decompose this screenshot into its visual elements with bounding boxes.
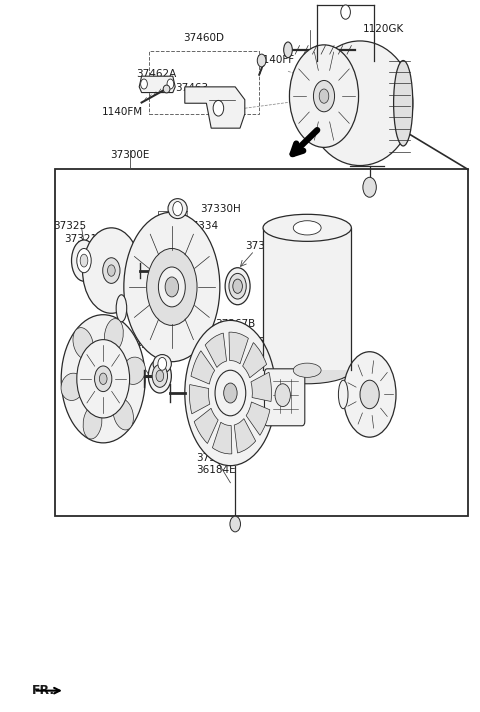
Ellipse shape (168, 199, 187, 219)
Ellipse shape (293, 363, 321, 377)
Ellipse shape (163, 85, 170, 93)
Circle shape (173, 201, 182, 216)
Ellipse shape (124, 212, 220, 362)
Circle shape (230, 516, 240, 532)
Text: 37334: 37334 (185, 221, 218, 231)
Ellipse shape (80, 254, 88, 267)
Text: 37330H: 37330H (201, 204, 241, 214)
Wedge shape (242, 342, 266, 378)
Wedge shape (246, 402, 270, 435)
Text: 36184E: 36184E (196, 465, 236, 475)
Wedge shape (251, 372, 271, 402)
Ellipse shape (147, 248, 197, 325)
Text: 37367B: 37367B (215, 319, 255, 329)
FancyBboxPatch shape (264, 369, 305, 426)
Circle shape (95, 366, 112, 392)
Wedge shape (213, 422, 232, 454)
Ellipse shape (307, 41, 413, 165)
Circle shape (167, 79, 174, 89)
Circle shape (313, 80, 335, 112)
Circle shape (233, 279, 242, 293)
Ellipse shape (61, 373, 84, 400)
Ellipse shape (122, 357, 145, 384)
Text: 37321A: 37321A (64, 234, 104, 244)
Text: 1140FM: 1140FM (102, 107, 143, 117)
Ellipse shape (83, 406, 102, 439)
Circle shape (141, 79, 147, 89)
Circle shape (225, 268, 250, 305)
Text: 37370B: 37370B (225, 337, 265, 347)
Ellipse shape (293, 221, 321, 235)
Ellipse shape (77, 248, 91, 273)
Text: 1120GK: 1120GK (362, 24, 404, 34)
Polygon shape (185, 87, 245, 128)
Circle shape (319, 89, 329, 103)
Ellipse shape (394, 61, 413, 146)
Text: 37342: 37342 (115, 340, 149, 350)
Ellipse shape (153, 355, 171, 373)
Circle shape (215, 370, 246, 416)
Text: 37332: 37332 (245, 241, 278, 251)
Wedge shape (191, 351, 215, 384)
Circle shape (213, 100, 224, 116)
Bar (263, 228, 351, 370)
Ellipse shape (284, 42, 292, 58)
Ellipse shape (113, 399, 133, 430)
Bar (55, 169, 468, 516)
Circle shape (152, 365, 168, 387)
Circle shape (158, 357, 167, 370)
Circle shape (99, 373, 107, 384)
Text: 1140FF: 1140FF (257, 55, 295, 65)
Ellipse shape (105, 318, 123, 352)
Polygon shape (139, 76, 175, 93)
Circle shape (257, 54, 266, 67)
Circle shape (363, 177, 376, 197)
Circle shape (83, 228, 140, 313)
Text: 37340E: 37340E (81, 327, 120, 337)
Text: 37460D: 37460D (183, 33, 225, 43)
Text: 37325: 37325 (53, 221, 86, 231)
Circle shape (229, 273, 246, 299)
Ellipse shape (343, 352, 396, 437)
Text: 37462A: 37462A (136, 69, 176, 79)
Text: 37300E: 37300E (110, 150, 149, 160)
Ellipse shape (263, 357, 351, 384)
Wedge shape (190, 384, 210, 414)
Circle shape (360, 380, 379, 409)
Ellipse shape (116, 295, 127, 322)
Ellipse shape (338, 380, 348, 409)
Circle shape (103, 258, 120, 283)
Text: 37390B: 37390B (340, 370, 380, 379)
Ellipse shape (185, 320, 276, 466)
Circle shape (158, 267, 185, 307)
Ellipse shape (72, 240, 96, 281)
Wedge shape (229, 333, 248, 364)
Circle shape (275, 384, 290, 407)
Text: FR.: FR. (32, 684, 55, 697)
Text: 37463: 37463 (175, 83, 209, 93)
Circle shape (224, 383, 237, 403)
Bar (149, 51, 259, 114)
Circle shape (289, 45, 359, 147)
Circle shape (148, 359, 171, 393)
Circle shape (341, 5, 350, 19)
Circle shape (156, 370, 164, 382)
Circle shape (108, 265, 115, 276)
Wedge shape (234, 419, 256, 453)
Circle shape (77, 340, 130, 418)
Ellipse shape (61, 315, 145, 443)
Text: 37338C: 37338C (196, 453, 236, 463)
Ellipse shape (73, 328, 93, 359)
Ellipse shape (263, 214, 351, 241)
Circle shape (165, 277, 179, 297)
Wedge shape (205, 333, 227, 367)
Wedge shape (194, 408, 218, 444)
